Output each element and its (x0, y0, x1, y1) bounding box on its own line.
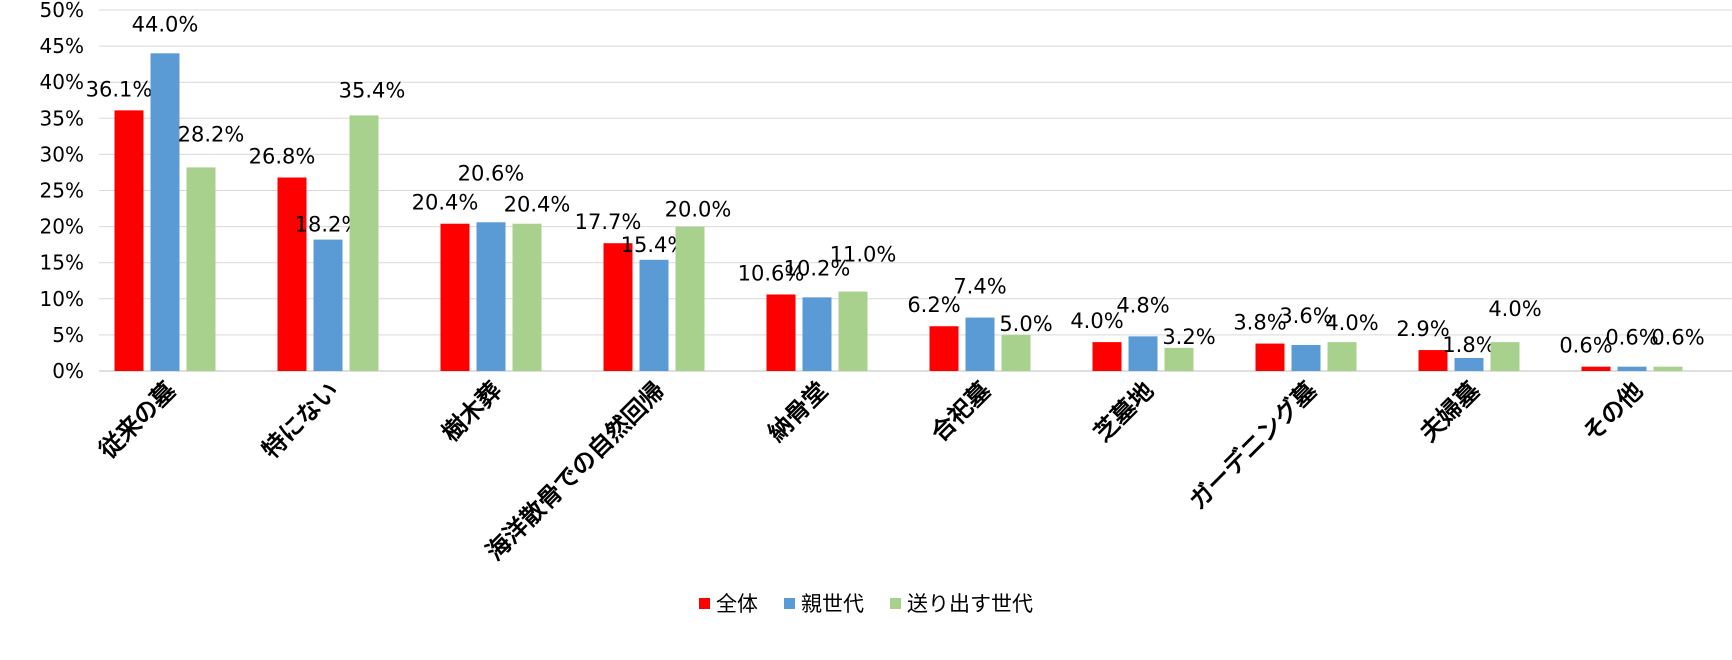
bar-parent-generation (1454, 358, 1484, 371)
y-tick-label: 45% (40, 34, 84, 58)
bar-parent-generation (476, 222, 506, 371)
bar-overall (603, 243, 633, 371)
bar-overall (929, 326, 959, 371)
data-label: 10.2% (784, 256, 851, 280)
legend-swatch-parent-generation (784, 597, 795, 609)
bar-sending-generation (512, 223, 542, 371)
bar-parent-generation (313, 239, 343, 371)
y-tick-label: 35% (40, 106, 84, 130)
x-category-label: 海洋散骨での自然回帰 (481, 376, 671, 566)
data-label: 36.1% (86, 77, 153, 101)
x-category-label: 芝墓地 (1089, 376, 1160, 447)
data-label: 3.2% (1162, 325, 1215, 349)
bar-parent-generation (965, 317, 995, 371)
bar-sending-generation (1164, 347, 1194, 371)
data-label: 6.2% (907, 293, 960, 317)
data-label: 26.8% (249, 145, 316, 169)
bar-sending-generation (675, 226, 705, 371)
data-label: 5.0% (999, 312, 1052, 336)
bar-overall (440, 223, 470, 371)
y-tick-label: 40% (40, 70, 84, 94)
x-category-label: 従来の墓 (93, 376, 182, 465)
bar-parent-generation (1128, 336, 1158, 371)
y-tick-label: 5% (52, 323, 84, 347)
data-label: 3.6% (1279, 304, 1332, 328)
data-label: 2.9% (1396, 317, 1449, 341)
bar-overall (1418, 350, 1448, 371)
y-tick-label: 25% (40, 179, 84, 203)
x-category-label: 合祀墓 (926, 376, 997, 447)
legend-item-overall: 全体 (699, 588, 758, 618)
x-category-label: ガーデニング墓 (1184, 376, 1323, 515)
legend-label-overall: 全体 (716, 592, 758, 616)
data-label: 4.0% (1488, 297, 1541, 321)
bar-overall (766, 294, 796, 371)
data-label: 3.8% (1233, 311, 1286, 335)
x-category-label: 納骨堂 (763, 376, 834, 447)
bar-parent-generation (639, 259, 669, 371)
legend-item-sending-generation: 送り出す世代 (890, 588, 1033, 618)
legend-label-parent-generation: 親世代 (801, 592, 864, 616)
data-label: 17.7% (575, 210, 642, 234)
x-category-label: 特にない (257, 376, 345, 464)
data-label: 44.0% (132, 12, 199, 36)
bar-sending-generation (349, 115, 379, 371)
y-tick-label: 15% (40, 251, 84, 275)
x-category-label: 夫婦墓 (1415, 376, 1486, 447)
bar-overall (1092, 342, 1122, 371)
data-label: 20.4% (412, 191, 479, 215)
bar-parent-generation (150, 53, 180, 371)
y-tick-label: 10% (40, 287, 84, 311)
bar-overall (114, 110, 144, 371)
bar-overall (277, 177, 307, 371)
y-tick-label: 20% (40, 215, 84, 239)
data-label: 28.2% (178, 122, 245, 146)
bar-overall (1581, 366, 1611, 371)
bar-sending-generation (186, 167, 216, 371)
legend-item-parent-generation: 親世代 (784, 588, 864, 618)
data-label: 4.8% (1116, 293, 1169, 317)
bar-parent-generation (1617, 366, 1647, 371)
data-label: 20.6% (458, 161, 525, 185)
bar-sending-generation (1490, 342, 1520, 371)
bar-sending-generation (838, 291, 868, 371)
data-label: 1.8% (1442, 333, 1495, 357)
data-label: 11.0% (830, 243, 897, 267)
bar-parent-generation (1291, 345, 1321, 371)
legend-swatch-overall (699, 597, 710, 609)
bar-sending-generation (1653, 366, 1683, 371)
data-label: 4.0% (1325, 311, 1378, 335)
data-label: 35.4% (339, 78, 406, 102)
data-label: 10.6% (738, 261, 805, 285)
data-label: 0.6% (1559, 334, 1612, 358)
data-label: 20.4% (504, 193, 571, 217)
y-tick-label: 50% (40, 0, 84, 22)
bar-overall (1255, 343, 1285, 371)
legend-swatch-sending-generation (890, 597, 901, 609)
x-category-label: 樹木葬 (437, 376, 508, 447)
data-label: 7.4% (953, 275, 1006, 299)
data-label: 4.0% (1070, 309, 1123, 333)
bar-sending-generation (1327, 342, 1357, 371)
bar-parent-generation (802, 297, 832, 371)
y-tick-label: 0% (52, 359, 84, 383)
data-label: 20.0% (665, 198, 732, 222)
legend: 全体 親世代 送り出す世代 (0, 588, 1732, 618)
data-label: 0.6% (1605, 326, 1658, 350)
x-category-label: その他 (1578, 376, 1649, 447)
y-tick-label: 30% (40, 142, 84, 166)
legend-label-sending-generation: 送り出す世代 (907, 592, 1033, 616)
data-label: 0.6% (1651, 326, 1704, 350)
bar-sending-generation (1001, 334, 1031, 371)
